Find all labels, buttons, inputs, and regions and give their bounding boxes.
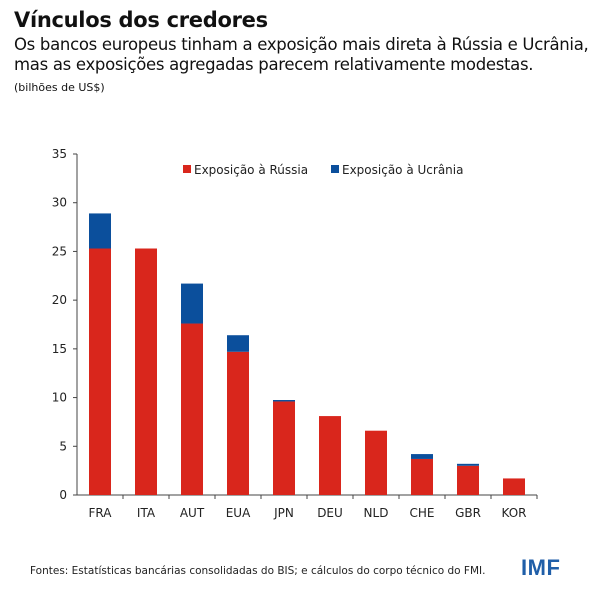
x-tick-label-aut: AUT: [180, 506, 205, 520]
bar-ita-russia: [135, 248, 157, 495]
bar-eua-ukraine: [227, 335, 249, 352]
bar-che-russia: [411, 458, 433, 495]
x-tick-label-kor: KOR: [502, 506, 527, 520]
bar-gbr-russia: [457, 465, 479, 495]
bar-eua-russia: [227, 351, 249, 495]
bar-fra-russia: [89, 248, 111, 495]
y-tick-label: 0: [59, 488, 67, 502]
imf-logo: IMF: [521, 555, 561, 580]
bar-kor-russia: [503, 478, 525, 495]
y-tick-label: 25: [52, 244, 67, 258]
legend-label-ukraine: Exposição à Ucrânia: [342, 163, 463, 177]
x-tick-label-deu: DEU: [317, 506, 343, 520]
x-tick-label-ita: ITA: [137, 506, 156, 520]
y-tick-label: 35: [52, 147, 67, 161]
bar-nld-russia: [365, 430, 387, 495]
legend-label-russia: Exposição à Rússia: [194, 163, 308, 177]
y-tick-label: 30: [52, 196, 67, 210]
legend-swatch-ukraine: [331, 165, 339, 173]
x-tick-label-eua: EUA: [226, 506, 251, 520]
bar-gbr-ukraine: [457, 463, 479, 466]
bar-aut-russia: [181, 323, 203, 495]
units-label: (bilhões de US$): [14, 81, 105, 94]
x-tick-label-fra: FRA: [89, 506, 113, 520]
y-tick-label: 10: [52, 391, 67, 405]
x-tick-label-gbr: GBR: [455, 506, 481, 520]
x-tick-label-che: CHE: [410, 506, 435, 520]
bar-che-ukraine: [411, 454, 433, 459]
bar-jpn-russia: [273, 401, 295, 495]
source-note: Fontes: Estatísticas bancárias consolida…: [30, 565, 486, 577]
x-tick-label-nld: NLD: [364, 506, 389, 520]
bar-aut-ukraine: [181, 283, 203, 324]
bar-deu-russia: [319, 416, 341, 495]
x-tick-label-jpn: JPN: [273, 506, 294, 520]
y-tick-label: 5: [59, 439, 67, 453]
bar-jpn-ukraine: [273, 400, 295, 402]
bar-fra-ukraine: [89, 213, 111, 249]
legend-swatch-russia: [183, 165, 191, 173]
chart-subtitle: Os bancos europeus tinham a exposição ma…: [14, 35, 589, 74]
y-tick-label: 15: [52, 342, 67, 356]
y-tick-label: 20: [52, 293, 67, 307]
chart-title: Vínculos dos credores: [14, 8, 268, 32]
